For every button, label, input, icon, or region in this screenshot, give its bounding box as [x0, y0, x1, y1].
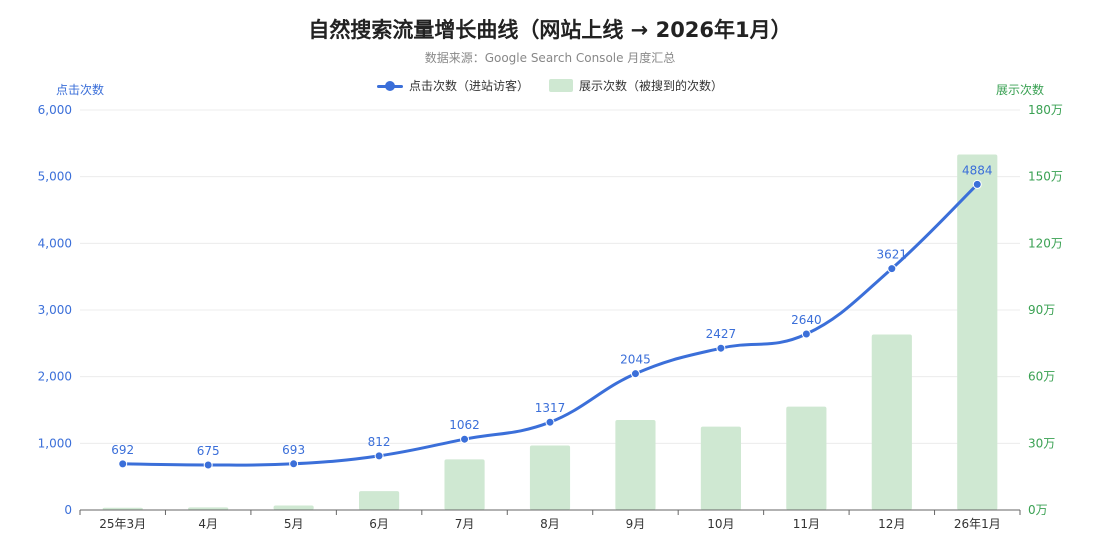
- clicks-point: [887, 264, 897, 274]
- clicks-point: [716, 343, 726, 353]
- right-tick-label: 90万: [1028, 303, 1055, 317]
- x-tick-label: 6月: [369, 517, 389, 531]
- impressions-bar: [871, 334, 912, 510]
- impressions-bar: [273, 505, 314, 510]
- x-tick-label: 4月: [198, 517, 218, 531]
- clicks-data-label: 1062: [449, 418, 480, 432]
- x-tick-label: 12月: [878, 517, 905, 531]
- impressions-bar: [700, 426, 741, 510]
- x-tick-label: 8月: [540, 517, 560, 531]
- clicks-data-label: 2045: [620, 353, 651, 367]
- clicks-point: [289, 459, 299, 469]
- x-tick-label: 10月: [707, 517, 734, 531]
- impressions-bar: [188, 507, 229, 510]
- x-tick-label: 7月: [455, 517, 475, 531]
- x-tick-label: 11月: [793, 517, 820, 531]
- impressions-bar: [957, 154, 998, 510]
- clicks-data-label: 2640: [791, 313, 822, 327]
- left-tick-label: 6,000: [38, 103, 72, 117]
- x-tick-label: 5月: [284, 517, 304, 531]
- impressions-bar: [529, 445, 571, 510]
- impressions-bar: [615, 420, 656, 510]
- left-axis-label: 点击次数: [56, 83, 105, 97]
- right-tick-label: 0万: [1028, 503, 1048, 517]
- clicks-data-label: 3621: [877, 248, 908, 262]
- right-tick-label: 180万: [1028, 103, 1063, 117]
- clicks-data-label: 812: [368, 435, 391, 449]
- clicks-point: [801, 329, 811, 339]
- clicks-point: [460, 434, 470, 444]
- legend-label-impressions: 展示次数（被搜到的次数）: [579, 79, 724, 93]
- impressions-bar: [786, 406, 827, 510]
- clicks-data-label: 1317: [535, 401, 566, 415]
- legend-line-swatch: [376, 80, 403, 92]
- clicks-data-label: 4884: [962, 163, 993, 177]
- clicks-data-label: 2427: [706, 327, 737, 341]
- chart-title: 自然搜索流量增长曲线（网站上线 → 2026年1月）: [308, 18, 792, 42]
- legend-bar-swatch: [549, 79, 573, 92]
- clicks-point: [203, 460, 213, 470]
- clicks-point: [545, 417, 555, 427]
- clicks-point: [972, 179, 982, 189]
- left-tick-label: 0: [64, 503, 72, 517]
- right-tick-label: 150万: [1028, 170, 1063, 184]
- impressions-bar: [444, 459, 485, 510]
- clicks-point: [118, 459, 128, 469]
- right-tick-label: 120万: [1028, 236, 1063, 250]
- x-tick-label: 26年1月: [954, 517, 1001, 531]
- clicks-line: [122, 183, 979, 467]
- left-tick-label: 5,000: [38, 170, 72, 184]
- legend-item-impressions[interactable]: 展示次数（被搜到的次数）: [549, 77, 723, 94]
- clicks-data-label: 675: [197, 444, 220, 458]
- clicks-data-label: 692: [111, 443, 134, 457]
- clicks-point: [630, 369, 640, 379]
- impressions-bar: [102, 507, 143, 510]
- clicks-point: [374, 451, 384, 461]
- right-tick-label: 30万: [1028, 436, 1055, 450]
- left-tick-label: 3,000: [38, 303, 72, 317]
- x-tick-label: 25年3月: [99, 517, 146, 531]
- x-tick-label: 9月: [626, 517, 646, 531]
- clicks-data-label: 693: [282, 443, 305, 457]
- right-axis-label: 展示次数: [996, 83, 1045, 97]
- impressions-bar: [359, 491, 400, 510]
- legend-item-clicks[interactable]: 点击次数（进站访客）: [376, 77, 529, 94]
- left-tick-label: 4,000: [38, 236, 72, 250]
- chart-legend: 点击次数（进站访客） 展示次数（被搜到的次数）: [0, 77, 1100, 94]
- left-tick-label: 1,000: [38, 436, 72, 450]
- chart-subtitle: 数据来源：Google Search Console 月度汇总: [424, 51, 676, 65]
- right-tick-label: 60万: [1028, 370, 1055, 384]
- legend-label-clicks: 点击次数（进站访客）: [408, 79, 529, 93]
- left-tick-label: 2,000: [38, 370, 72, 384]
